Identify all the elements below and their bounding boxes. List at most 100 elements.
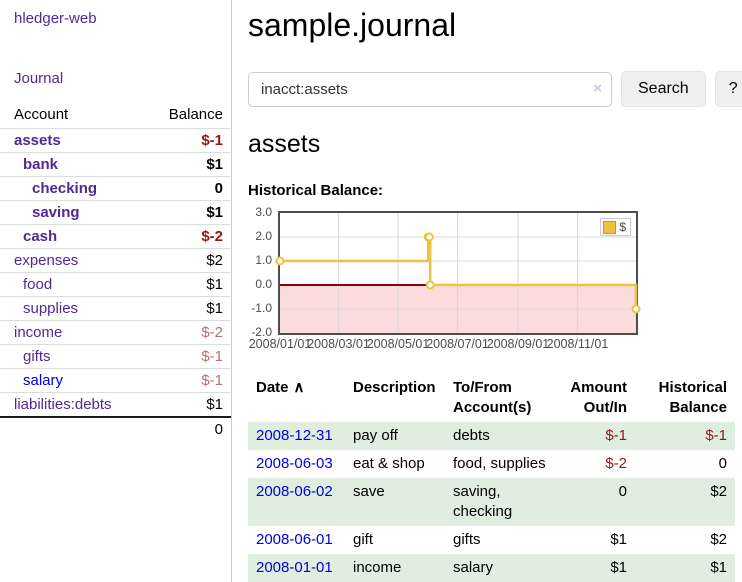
transaction-amount: $-2 [605,455,627,472]
page-title: sample.journal [248,7,457,43]
transaction-accounts: debts [453,427,490,444]
account-balance: $1 [206,156,223,173]
y-tick-label: 0.0 [255,277,272,291]
help-button[interactable]: ? [714,71,742,107]
y-tick-label: -1.0 [251,301,272,315]
register-row: 2008-06-02 save saving, checking 0 $2 [248,478,735,526]
app-brand-link[interactable]: hledger-web [14,10,97,27]
account-row: salary $-1 [0,368,231,392]
account-row: saving $1 [0,200,231,224]
transaction-balance: $-1 [705,427,727,444]
transaction-amount: 0 [618,483,627,500]
sort-ascending-icon[interactable]: ∧ [293,379,305,396]
x-tick-label: 2008/03/01 [307,337,370,351]
account-row: cash $-2 [0,224,231,248]
account-row: bank $1 [0,152,231,176]
clear-search-icon[interactable]: × [593,79,602,97]
account-row: supplies $1 [0,296,231,320]
register-column-header: Description [353,379,436,396]
transaction-amount: $1 [610,559,627,576]
x-tick-label: 2008/09/01 [486,337,550,351]
search-button[interactable]: Search [621,71,706,107]
transaction-accounts: salary [453,559,494,576]
register-column-header: Amount Out/In [570,379,627,416]
data-point-marker [425,280,435,290]
account-tree: assets $-1 bank $1 checking 0 saving $1 cash $-2 e… [0,128,231,416]
account-link[interactable]: food [23,276,53,293]
search-form: × Search ? [248,71,742,107]
transaction-accounts: food, supplies [453,455,546,472]
main-content: sample.journal × Search ? assets Histori… [233,0,742,582]
transaction-date-link[interactable]: 2008-06-03 [256,455,333,472]
account-link[interactable]: cash [23,228,58,245]
account-balance: $-2 [201,324,223,341]
account-balance: $-1 [201,372,223,389]
register-row: 2008-06-01 gift gifts $1 $2 [248,526,735,554]
x-tick-label: 2008/01/01 [248,337,312,351]
transaction-balance: $2 [710,483,727,500]
account-row: food $1 [0,272,231,296]
balance-column-label: Balance [168,106,223,123]
account-link[interactable]: supplies [23,300,79,317]
x-tick-label: 2008/11/01 [546,337,609,351]
transaction-balance: $1 [710,559,727,576]
transaction-description: eat & shop [353,455,425,472]
account-row: liabilities:debts $1 [0,392,231,416]
search-input[interactable] [248,71,612,107]
account-row: gifts $-1 [0,344,231,368]
register-row: 2008-01-01 income salary $1 $1 [248,554,735,582]
account-link[interactable]: salary [23,372,64,389]
data-point-marker [424,232,434,242]
account-tree-total: 0 [0,416,231,441]
account-balance: $1 [206,396,223,413]
account-link[interactable]: income [14,324,63,341]
account-balance: $-1 [201,132,223,149]
legend-series-label: $ [619,220,626,234]
data-point-marker [275,256,285,266]
account-link[interactable]: liabilities:debts [14,396,112,413]
account-balance: $2 [206,252,223,269]
account-row: income $-2 [0,320,231,344]
account-balance: $-2 [201,228,223,245]
account-page-title: assets [248,130,321,158]
transaction-accounts: gifts [453,531,481,548]
account-balance: $1 [206,276,223,293]
register-row: 2008-06-03 eat & shop food, supplies $-2 0 [248,450,735,478]
transaction-date-link[interactable]: 2008-06-01 [256,531,333,548]
register-row: 2008-12-31 pay off debts $-1 $-1 [248,422,735,450]
transaction-balance: $2 [710,531,727,548]
account-link[interactable]: assets [14,132,61,149]
transaction-description: pay off [353,427,398,444]
transaction-date-link[interactable]: 2008-01-01 [256,559,333,576]
register-column-header: Date ∧ [256,379,305,396]
register-column-header: To/From Account(s) [453,379,532,416]
x-tick-label: 2008/07/01 [426,337,489,351]
transaction-date-link[interactable]: 2008-06-02 [256,483,333,500]
search-input-wrap: × [248,71,612,107]
account-balance: $-1 [201,348,223,365]
legend-swatch-icon [603,220,617,234]
y-tick-label: 2.0 [255,229,272,243]
chart-plot-area: $ [275,211,641,335]
transaction-date-link[interactable]: 2008-12-31 [256,427,333,444]
transaction-amount: $-1 [605,427,627,444]
account-balance: 0 [214,180,223,197]
y-tick-label: -2.0 [251,325,272,339]
account-row: expenses $2 [0,248,231,272]
account-row: checking 0 [0,176,231,200]
transaction-accounts: saving, checking [453,483,513,520]
x-tick-label: 2008/05/01 [366,337,430,351]
sidebar-item-journal[interactable]: Journal [14,70,64,87]
chart-y-axis-labels: 3.0 2.0 1.0 0.0 -1.0 -2.0 [248,205,274,339]
chart-x-axis-labels: 2008/01/01 2008/03/01 2008/05/01 2008/07/01… [249,337,640,353]
account-link[interactable]: checking [32,180,98,197]
account-link[interactable]: expenses [14,252,79,269]
account-column-label: Account [14,106,69,123]
register-table: Date ∧ Description To/From Account(s) Amount… [248,374,735,582]
register-header-row: Date ∧ Description To/From Account(s) Amount… [248,374,735,422]
account-link[interactable]: bank [23,156,59,173]
account-balance: $1 [206,300,223,317]
chart-legend: $ [600,218,631,236]
account-link[interactable]: gifts [23,348,51,365]
account-link[interactable]: saving [32,204,80,221]
